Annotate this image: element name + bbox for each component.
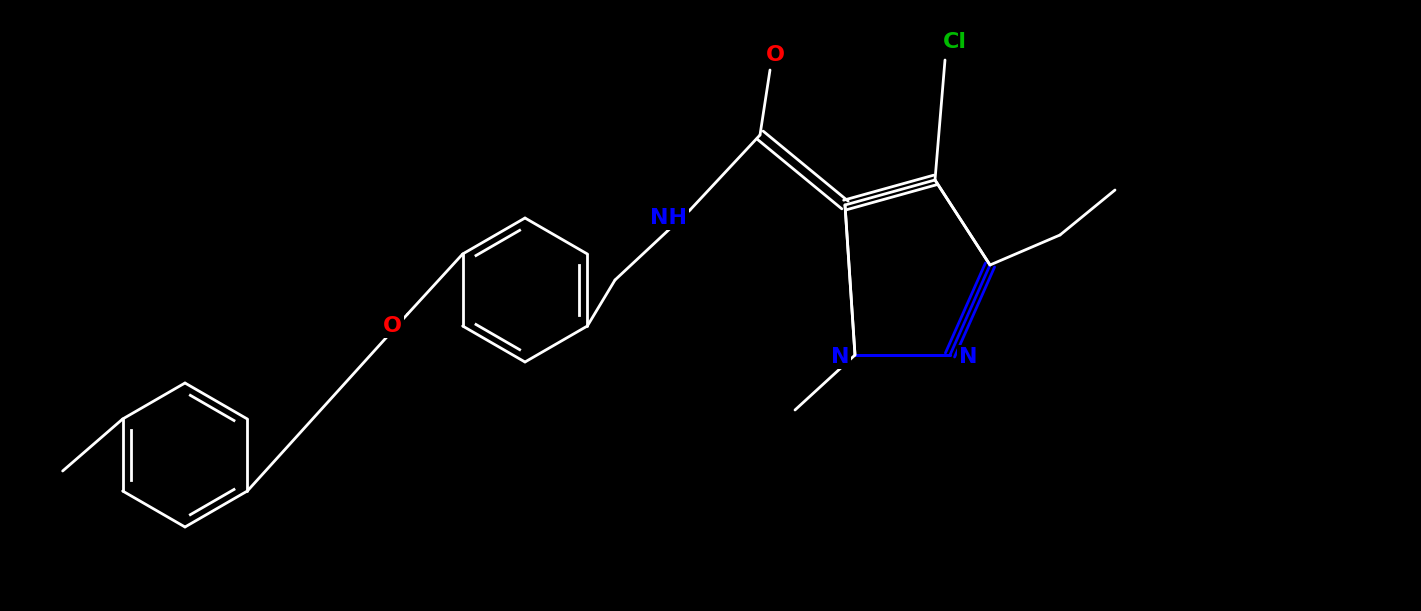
Text: O: O: [766, 45, 784, 65]
Text: Cl: Cl: [944, 32, 968, 52]
Text: N: N: [831, 347, 850, 367]
Text: NH: NH: [649, 208, 686, 228]
Text: O: O: [384, 316, 402, 336]
Text: N: N: [959, 347, 978, 367]
